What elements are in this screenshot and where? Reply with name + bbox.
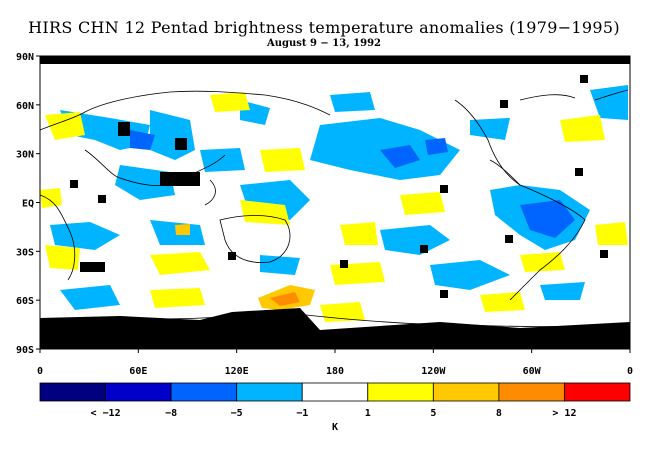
lat-label: 90S bbox=[16, 345, 34, 356]
colorbar-tick-label: −5 bbox=[231, 408, 243, 419]
map-title: HIRS CHN 12 Pentad brightness temperatur… bbox=[28, 18, 620, 37]
lon-label: 0 bbox=[37, 366, 43, 377]
lat-label: 60N bbox=[16, 101, 34, 112]
lon-label: 60E bbox=[129, 366, 147, 377]
lon-label: 0 bbox=[627, 366, 633, 377]
lon-label: 120E bbox=[225, 366, 249, 377]
colorbar-tick-label: −8 bbox=[165, 408, 177, 419]
latitude-axis: 90N 60N 30N EQ 30S 60S 90S bbox=[16, 52, 40, 356]
colorbar-swatch bbox=[236, 382, 303, 402]
lat-label: EQ bbox=[22, 199, 34, 210]
colorbar-tick-labels: < −12 −8 −5 −1 1 5 8 > 12 bbox=[91, 408, 577, 419]
lon-label: 120W bbox=[421, 366, 446, 377]
colorbar-swatch bbox=[39, 382, 106, 402]
warm-anomaly-patches bbox=[40, 92, 628, 322]
colorbar-tick-label: 1 bbox=[365, 408, 371, 419]
colorbar-tick-label: −1 bbox=[296, 408, 308, 419]
colorbar-tick-label: > 12 bbox=[552, 408, 576, 419]
colorbar-swatch bbox=[498, 382, 565, 402]
coastlines bbox=[39, 89, 631, 327]
strong-warm-anomaly-patches bbox=[175, 224, 315, 310]
colorbar-swatch bbox=[105, 382, 172, 402]
map-subtitle: August 9 − 13, 1992 bbox=[266, 38, 382, 49]
longitude-axis: 0 60E 120E 180 120W 60W 0 bbox=[37, 349, 633, 377]
colorbar-swatch bbox=[564, 382, 631, 402]
lat-label: 90N bbox=[16, 52, 34, 63]
lon-label: 180 bbox=[326, 366, 344, 377]
lat-label: 30N bbox=[16, 150, 34, 161]
lon-label: 60W bbox=[523, 366, 542, 377]
colorbar-tick-label: < −12 bbox=[91, 408, 121, 419]
colorbar-swatch bbox=[301, 382, 369, 402]
colorbar-tick-label: 8 bbox=[496, 408, 502, 419]
colorbar-unit-label: K bbox=[332, 422, 338, 433]
strong-cold-anomaly-patches bbox=[130, 130, 575, 238]
colorbar-tick-label: 5 bbox=[430, 408, 436, 419]
lat-label: 30S bbox=[16, 247, 34, 258]
colorbar-swatch bbox=[432, 382, 500, 402]
colorbar-swatch bbox=[170, 382, 238, 402]
colorbar bbox=[39, 382, 631, 402]
colorbar-swatch bbox=[367, 382, 434, 402]
lat-label: 60S bbox=[16, 296, 34, 307]
